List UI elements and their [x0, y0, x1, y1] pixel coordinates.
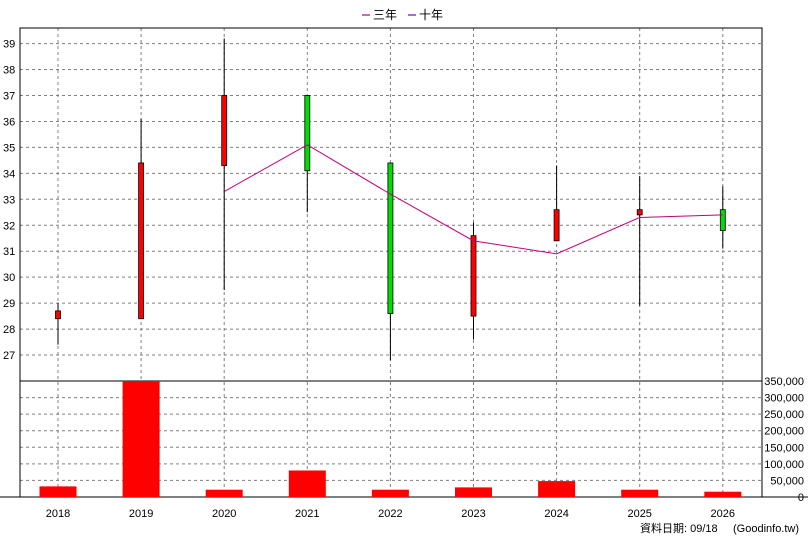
price-tick-label: 32	[3, 220, 15, 232]
chart-frame	[0, 27, 808, 498]
price-tick-label: 36	[3, 116, 15, 128]
volume-tick-label: 150,000	[764, 442, 804, 454]
volume-bar	[621, 489, 659, 497]
volume-tick-label: 300,000	[764, 393, 804, 405]
volume-tick-label: 200,000	[764, 426, 804, 438]
ma-line	[223, 144, 723, 255]
volume-bar	[205, 489, 243, 497]
x-tick-label: 2023	[461, 508, 485, 520]
price-tick-label: 38	[3, 65, 15, 77]
x-axis: 2018 2019 2020 2021 2022 2023 2024 2025 2026	[46, 508, 735, 520]
volume-bar	[455, 487, 492, 497]
candle-body	[304, 95, 311, 172]
price-tick-label: 28	[3, 324, 15, 336]
candle-body	[138, 162, 145, 320]
candle-body	[470, 235, 477, 317]
price-tick-label: 39	[3, 39, 15, 51]
x-tick-label: 2025	[627, 508, 651, 520]
candle-body	[387, 162, 394, 314]
volume-tick-label: 350,000	[764, 376, 804, 388]
legend-label-3yr: 三年	[373, 8, 397, 22]
footer-source: (Goodinfo.tw)	[733, 523, 799, 535]
candle-body	[55, 310, 61, 320]
price-tick-label: 34	[3, 168, 15, 180]
price-tick-label: 33	[3, 194, 15, 206]
candlesticks	[55, 38, 726, 361]
price-axis: 27 28 29 30 31 32 33 34 35 36 37 38 39	[3, 39, 15, 362]
candle-body	[553, 209, 560, 242]
x-tick-label: 2019	[129, 508, 153, 520]
volume-axis: 0 50,000 100,000 150,000 200,000 250,000 300,0…	[764, 376, 804, 504]
candle-body	[719, 209, 726, 231]
volume-bar	[288, 470, 326, 497]
volume-tick-label: 0	[798, 492, 804, 504]
volume-bar	[371, 489, 409, 497]
price-tick-label: 29	[3, 298, 15, 310]
volume-bar	[122, 381, 160, 497]
price-tick-label: 30	[3, 272, 15, 284]
candle-body	[221, 95, 228, 166]
price-tick-label: 27	[3, 350, 15, 362]
price-tick-label: 31	[3, 246, 15, 258]
grid-lines	[20, 28, 762, 497]
legend-label-10yr: 十年	[419, 8, 443, 22]
volume-bars	[39, 381, 742, 497]
price-tick-label: 35	[3, 142, 15, 154]
ma-3yr-line	[223, 144, 723, 255]
x-tick-label: 2020	[212, 508, 236, 520]
volume-tick-label: 250,000	[764, 409, 804, 421]
x-tick-label: 2021	[295, 508, 319, 520]
volume-bar	[538, 481, 576, 497]
x-tick-label: 2024	[544, 508, 568, 520]
x-tick-label: 2026	[711, 508, 735, 520]
legend: 三年 十年	[362, 8, 443, 22]
x-tick-label: 2018	[46, 508, 70, 520]
volume-tick-label: 100,000	[764, 459, 804, 471]
volume-bar	[704, 491, 742, 497]
price-tick-label: 37	[3, 90, 15, 102]
volume-bar	[39, 486, 77, 497]
footer-date: 資料日期: 09/18	[640, 521, 718, 535]
candle-body	[636, 209, 643, 216]
volume-tick-label: 50,000	[770, 475, 804, 487]
x-tick-label: 2022	[378, 508, 402, 520]
